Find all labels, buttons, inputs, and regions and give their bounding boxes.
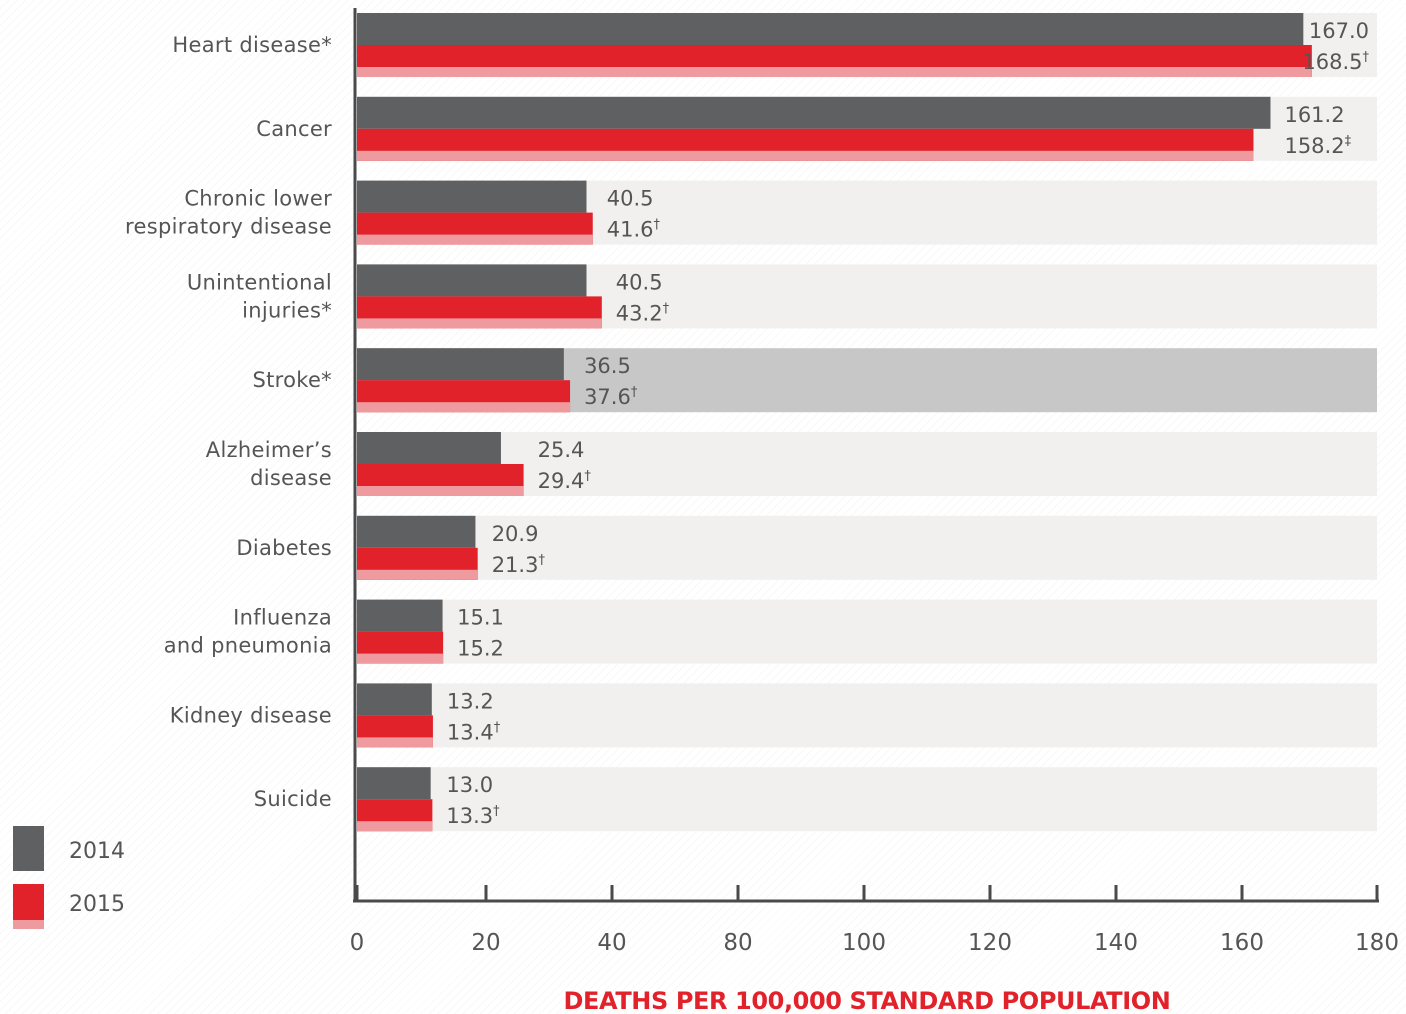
value-label-2015: 13.3† (446, 804, 500, 828)
value-label-2014: 167.0 (1309, 19, 1369, 43)
value-label-2014: 36.5 (584, 354, 631, 378)
row-background (357, 432, 1377, 496)
category-label: respiratory disease (125, 215, 332, 239)
category-label: Cancer (256, 117, 332, 141)
legend-label-2015: 2015 (69, 892, 125, 917)
x-tick-label: 140 (1094, 930, 1138, 956)
bar-2014 (357, 683, 432, 716)
bar-2015-highlight (357, 67, 1312, 77)
x-axis: 0 20 40 80 100 120 140 160 180 (350, 8, 1399, 956)
x-tick-label: 100 (842, 930, 886, 956)
x-tick-label: 40 (597, 930, 626, 956)
value-label-2015: 43.2† (616, 301, 670, 325)
value-label-2014: 40.5 (616, 270, 663, 294)
legend: 2014 2015 (13, 826, 125, 929)
legend-label-2014: 2014 (69, 839, 125, 864)
bar-2014 (357, 180, 587, 213)
value-label-2014: 40.5 (607, 187, 654, 211)
value-label-2014: 25.4 (538, 438, 585, 462)
bar-2015-highlight (357, 402, 571, 413)
x-tick-label: 80 (723, 930, 752, 956)
value-label-2015: 29.4† (538, 469, 592, 493)
value-label-2015: 168.5† (1302, 50, 1369, 74)
x-tick-label: 160 (1220, 930, 1264, 956)
x-tick-label: 20 (471, 930, 500, 956)
bar-2015-highlight (357, 318, 602, 329)
bar-2014 (357, 13, 1304, 45)
x-tick-label: 180 (1355, 930, 1399, 956)
value-label-2015: 15.2 (457, 637, 504, 661)
legend-swatch-2014 (13, 826, 44, 871)
bar-2014 (357, 264, 587, 297)
category-label: Alzheimer’s (206, 438, 332, 462)
row-background (357, 767, 1377, 832)
bar-2015-highlight (357, 486, 524, 496)
value-label-2014: 20.9 (492, 522, 539, 546)
value-label-2015: 158.2‡ (1284, 134, 1351, 158)
bar-2014 (357, 348, 564, 381)
category-label: Diabetes (236, 536, 332, 560)
chart-rows: Heart disease* 167.0 168.5† Cancer 161.2 158.… (125, 13, 1377, 832)
row-background (357, 599, 1377, 664)
bar-2014 (357, 515, 476, 548)
category-label: Stroke* (252, 368, 332, 392)
bar-2015-highlight (357, 150, 1254, 161)
x-axis-title: DEATHS PER 100,000 STANDARD POPULATION (564, 987, 1171, 1014)
bar-2015-highlight (357, 821, 433, 832)
row-background (357, 515, 1377, 580)
bar-2015-highlight (357, 569, 478, 580)
row-background (357, 683, 1377, 748)
category-label: Heart disease* (172, 33, 332, 57)
value-label-2015: 13.4† (447, 720, 501, 744)
bar-2015-highlight (357, 234, 593, 245)
category-label: Chronic lower (184, 187, 332, 211)
category-label: disease (250, 466, 332, 490)
legend-swatch-2015 (13, 884, 44, 920)
x-tick-label: 0 (350, 930, 365, 956)
category-label: Suicide (254, 787, 332, 811)
category-label: Unintentional (187, 270, 332, 294)
category-label: injuries* (242, 298, 332, 322)
bar-2014 (357, 599, 443, 632)
value-label-2015: 21.3† (492, 553, 546, 577)
x-tick-label: 120 (968, 930, 1012, 956)
category-label: and pneumonia (164, 634, 332, 658)
value-label-2014: 15.1 (457, 606, 504, 630)
value-label-2014: 13.0 (446, 773, 493, 797)
bar-2014 (357, 767, 431, 800)
bar-2015-highlight (357, 737, 433, 748)
bar-2014 (357, 96, 1271, 129)
value-label-2014: 161.2 (1284, 103, 1344, 127)
bar-2015-highlight (357, 653, 444, 664)
category-label: Kidney disease (170, 703, 332, 727)
legend-swatch-2015-highlight (13, 920, 44, 929)
value-label-2015: 37.6† (584, 385, 638, 409)
value-label-2014: 13.2 (447, 689, 494, 713)
value-label-2015: 41.6† (607, 218, 661, 242)
category-label: Influenza (233, 606, 332, 630)
bar-2014 (357, 432, 501, 464)
